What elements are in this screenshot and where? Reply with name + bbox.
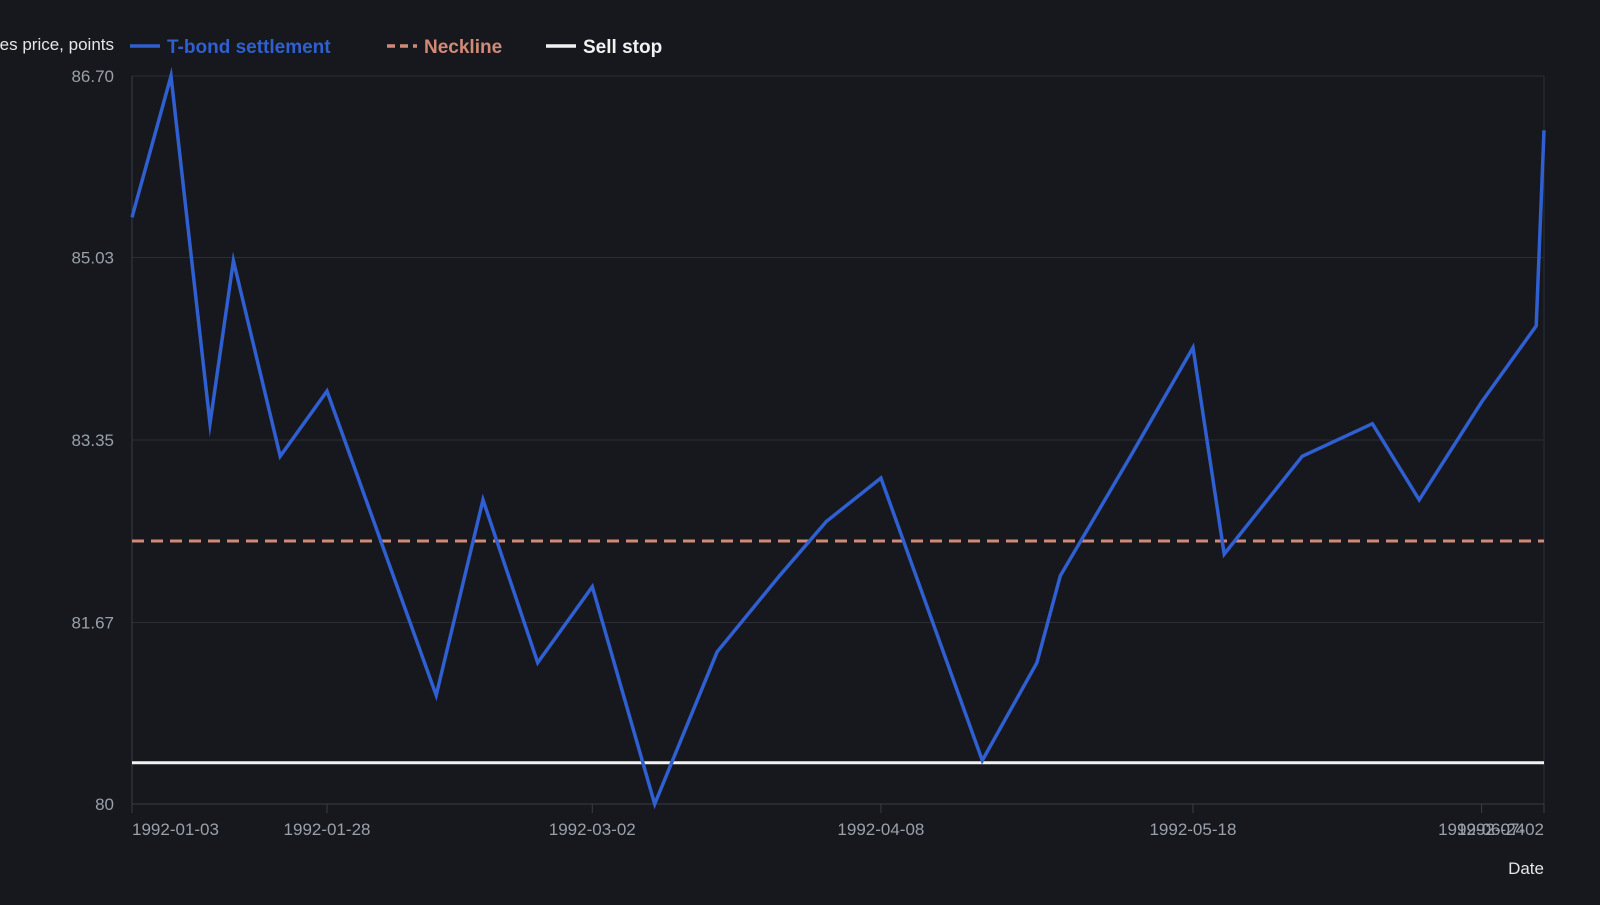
x-tick-label: 1992-06-24 [1438,820,1525,839]
x-tick-label: 1992-05-18 [1149,820,1236,839]
y-tick-label: 80 [95,795,114,814]
x-tick-label: 1992-04-08 [837,820,924,839]
legend: T-bond settlement Neckline Sell stop [130,37,662,58]
y-axis-title: Futures price, points [0,35,114,54]
x-tick-label: 1992-01-03 [132,820,219,839]
series [130,66,1546,810]
x-tick-label: 1992-07-02 [1457,820,1544,839]
legend-label: Neckline [424,37,502,58]
axes: 80 81.67 83.35 85.03 86.70 1992-01-03 1992-01-… [71,67,1545,839]
legend-label: Sell stop [583,37,662,58]
grid [132,75,1545,804]
legend-label: T-bond settlement [167,37,331,58]
y-tick-label: 86.70 [71,67,114,86]
x-tick-label: 1992-01-28 [284,820,371,839]
x-tick-label: 1992-03-02 [549,820,636,839]
y-tick-label: 83.35 [71,431,114,450]
reference-lines [132,539,1544,765]
price-series-line [130,66,1546,810]
y-tick-label: 81.67 [71,614,114,633]
x-axis-title: Date [1508,859,1544,878]
y-tick-label: 85.03 [71,248,114,267]
